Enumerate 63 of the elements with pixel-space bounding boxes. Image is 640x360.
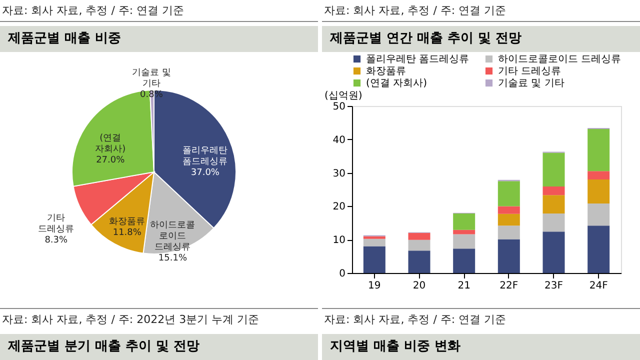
legend-label: 화장품류 (366, 66, 406, 77)
x-tick-label: 23F (544, 280, 564, 292)
y-tick-label: 30 (332, 168, 346, 180)
y-tick-label: 20 (332, 202, 346, 213)
bar (453, 214, 476, 230)
bar (588, 171, 610, 180)
bar (588, 179, 610, 204)
bar (588, 129, 610, 172)
bar (363, 246, 386, 273)
x-tick-label: 24F (589, 280, 608, 292)
slice-label: (연결 자회사) (95, 133, 126, 154)
slice-label: 하이드로콜 로이드 드레싱류 (150, 220, 196, 253)
text: 자료: 회사 자료, 추정 / 주: 연결 기준 (322, 0, 640, 22)
data-label: 15.1% (158, 254, 188, 264)
slice-label: 기타 드레싱류 (38, 214, 74, 235)
bar (542, 214, 565, 232)
bar (498, 206, 520, 214)
text: 자료: 회사 자료, 추정 / 주: 연결 기준 (322, 308, 640, 330)
text: 자료: 회사 자료, 추정 / 주: 연결 기준 (0, 0, 318, 22)
bar (408, 240, 430, 251)
chart-title: 제품군별 연간 매출 추이 및 전망 (322, 26, 640, 52)
data-label: 8.3% (44, 236, 68, 246)
y-tick-label: 40 (332, 134, 346, 146)
y-tick-label: 0 (339, 268, 346, 280)
bar (542, 152, 565, 186)
y-axis-title: (십억원) (324, 90, 362, 102)
bar (542, 195, 565, 214)
x-tick-label: 22F (500, 280, 518, 292)
bar (542, 186, 565, 196)
legend-label: 폴리우레탄 폼드레싱류 (366, 54, 470, 65)
bar (498, 181, 520, 206)
text: 제품군별 분기 매출 추이 및 전망 (0, 334, 318, 360)
bar (453, 234, 476, 249)
data-label: 37.0% (190, 168, 220, 178)
bar (498, 226, 520, 240)
slice-label: 폴리우레탄 폼드레싱류 (182, 146, 228, 167)
legend-label: 기술료 및 기타 (498, 78, 564, 89)
chart-title: 제품군별 매출 비중 (0, 26, 318, 52)
bar (498, 214, 520, 226)
x-tick-label: 20 (412, 280, 426, 292)
y-tick-label: 10 (332, 235, 346, 246)
x-tick-label: 21 (458, 280, 470, 292)
bar (588, 226, 610, 273)
x-tick-label: 19 (368, 280, 381, 292)
bar (408, 250, 430, 273)
bar (542, 232, 565, 273)
bar (408, 232, 430, 240)
data-label: 11.8% (112, 228, 142, 238)
legend-label: 하이드로콜로이드 드레싱류 (498, 54, 622, 65)
bar (453, 230, 476, 234)
bar (363, 238, 386, 246)
bar (498, 239, 520, 273)
text: 자료: 회사 자료, 추정 / 주: 2022년 3분기 누계 기준 (0, 308, 318, 330)
data-label: 27.0% (96, 155, 126, 166)
bar (363, 236, 386, 239)
y-tick-label: 50 (332, 102, 346, 112)
bar (588, 204, 610, 226)
legend-label: 기타 드레싱류 (498, 66, 562, 77)
bar (453, 248, 476, 273)
slice-label: 기술료 및 기타 (132, 68, 171, 90)
text: 지역별 매출 비중 변화 (322, 334, 640, 360)
slice-label: 화장품류 (109, 216, 146, 227)
legend-label: (연결 자회사) (366, 78, 428, 89)
